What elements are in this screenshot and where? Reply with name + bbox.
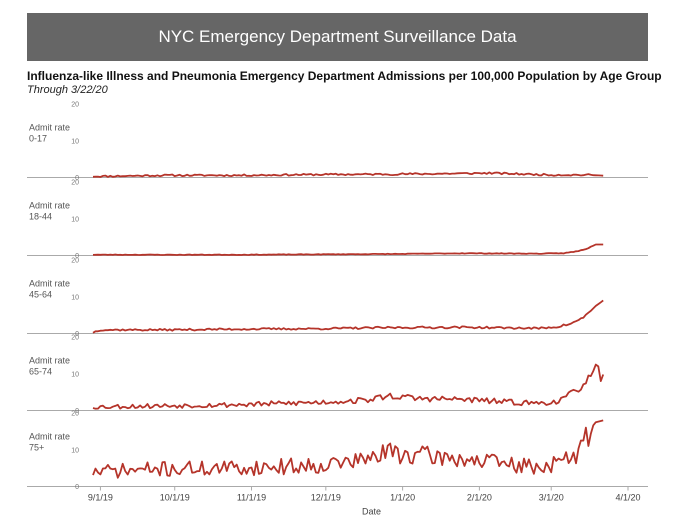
- y-tick-label: 0: [75, 253, 79, 260]
- panel-label-age: 18-44: [29, 211, 52, 221]
- y-tick-label: 0: [75, 484, 79, 491]
- panel-label-title: Admit rate: [29, 355, 70, 365]
- y-tick-label: 20: [71, 335, 79, 342]
- x-tick-label: 9/1/19: [88, 493, 113, 503]
- panel-label-title: Admit rate: [29, 122, 70, 132]
- series-line-65-74: [92, 363, 605, 410]
- y-tick-label: 10: [71, 294, 79, 301]
- x-axis-label: Date: [362, 507, 381, 517]
- y-tick-label: 10: [71, 138, 79, 145]
- y-tick-label: 20: [71, 180, 79, 187]
- y-tick-label: 10: [71, 216, 79, 223]
- x-tick-label: 3/1/20: [539, 493, 564, 503]
- y-tick-label: 10: [71, 371, 79, 378]
- x-tick-label: 2/1/20: [467, 493, 492, 503]
- y-tick-label: 0: [75, 331, 79, 338]
- chart-title: Influenza-like Illness and Pneumonia Eme…: [27, 69, 662, 83]
- x-tick-label: 4/1/20: [615, 493, 640, 503]
- page-banner: NYC Emergency Department Surveillance Da…: [27, 13, 648, 61]
- y-tick-label: 0: [75, 175, 79, 182]
- series-line-75+: [92, 419, 604, 479]
- x-tick-label: 1/1/20: [390, 493, 415, 503]
- x-tick-label: 10/1/19: [160, 493, 190, 503]
- panel-label-title: Admit rate: [29, 278, 70, 288]
- x-tick-label: 12/1/19: [311, 493, 341, 503]
- y-tick-label: 20: [71, 411, 79, 418]
- y-tick-label: 20: [71, 258, 79, 265]
- chart-subtitle: Through 3/22/20: [27, 84, 108, 96]
- panel-label-age: 75+: [29, 442, 44, 452]
- panel-label-title: Admit rate: [29, 200, 70, 210]
- panel-label-title: Admit rate: [29, 431, 70, 441]
- y-tick-label: 10: [71, 447, 79, 454]
- series-line-45-64: [92, 299, 604, 334]
- y-tick-label: 20: [71, 102, 79, 109]
- panel-label-age: 0-17: [29, 133, 47, 143]
- series-line-18-44: [92, 243, 604, 256]
- panel-label-age: 65-74: [29, 366, 52, 376]
- x-tick-label: 11/1/19: [237, 493, 266, 503]
- y-tick-label: 0: [75, 408, 79, 415]
- panel-label-age: 45-64: [29, 289, 52, 299]
- series-line-0-17: [92, 171, 604, 178]
